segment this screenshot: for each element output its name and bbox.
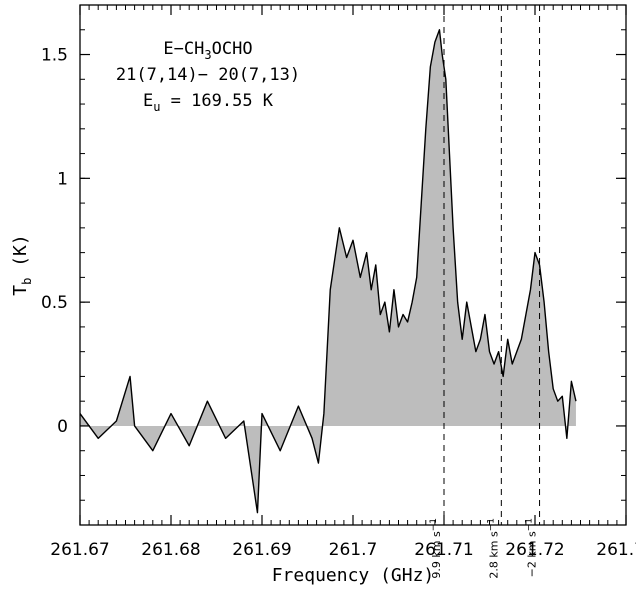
y-tick-label: 0 — [57, 417, 68, 437]
spectrum-fill-layer — [80, 29, 576, 513]
y-axis-title-sub: b — [20, 278, 34, 285]
svg-text:Eu = 169.55 K: Eu = 169.55 K — [143, 91, 274, 114]
chart-annotation: E−CH3OCHO 21(7,14)− 20(7,13) Eu = 169.55… — [116, 39, 300, 114]
y-axis-title-unit: (K) — [10, 234, 31, 277]
x-tick-label: 261.7 — [329, 540, 378, 560]
svg-text:Tb (K): Tb (K) — [10, 234, 34, 295]
annotation-line3-rest: = 169.55 K — [160, 91, 273, 111]
y-axis-title-main: T — [10, 285, 31, 296]
y-axis-title: Tb (K) — [10, 234, 34, 295]
y-tick-label: 0.5 — [41, 293, 68, 313]
spectrum-fill — [80, 29, 576, 513]
annotation-line3-main: E — [143, 91, 153, 111]
spectrum-line — [79, 29, 577, 514]
annotation-line3-sub: u — [153, 100, 160, 114]
y-tick-label: 1 — [57, 169, 68, 189]
svg-text:E−CH3OCHO: E−CH3OCHO — [163, 39, 252, 62]
y-tick-label: 1.5 — [41, 46, 68, 66]
x-tick-label: 261.68 — [141, 540, 200, 560]
annotation-line1: E−CH — [163, 39, 204, 59]
annotation-line1-rest: OCHO — [212, 39, 253, 59]
x-tick-label: 261.69 — [232, 540, 291, 560]
x-axis-title: Frequency (GHz) — [272, 565, 435, 586]
x-tick-label: 261.71 — [414, 540, 473, 560]
annotation-line1-sub: 3 — [204, 48, 211, 62]
x-tick-label: 261.73 — [596, 540, 636, 560]
annotation-line2: 21(7,14)− 20(7,13) — [116, 65, 300, 85]
x-axis-ticks: 261.67 261.68 261.69 261.7 261.71 261.72 261.7… — [50, 5, 636, 560]
x-tick-label: 261.67 — [50, 540, 109, 560]
y-axis-ticks: 0 0.5 1 1.5 — [41, 4, 626, 526]
x-tick-label: 261.72 — [505, 540, 564, 560]
spectrum-line-layer — [79, 29, 577, 514]
